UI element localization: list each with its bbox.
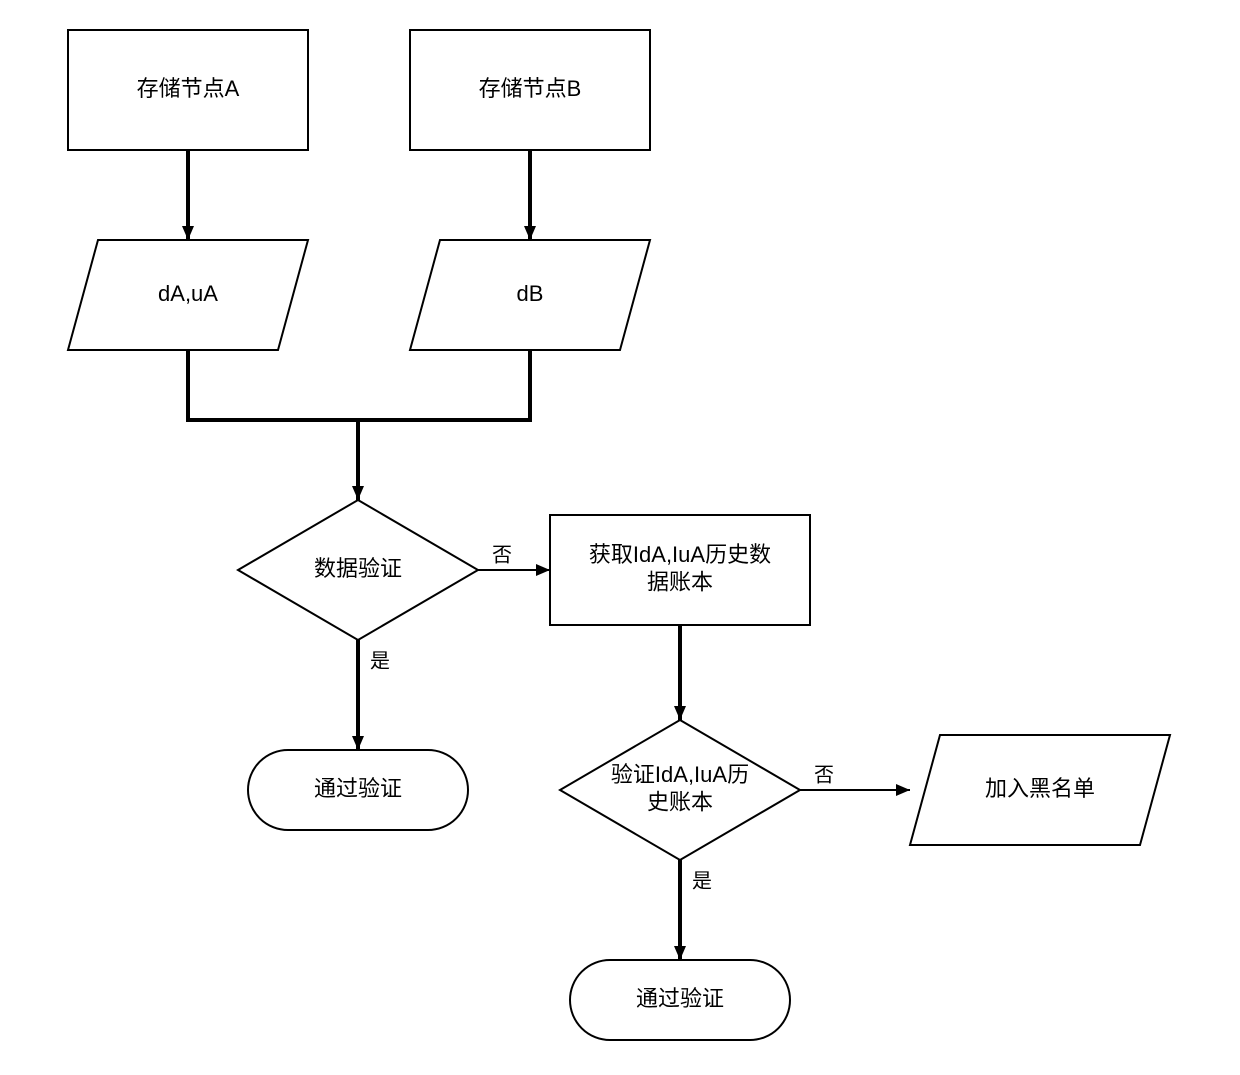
svg-text:否: 否 — [814, 764, 834, 786]
svg-text:是: 是 — [692, 870, 712, 892]
svg-text:验证IdA,IuA历: 验证IdA,IuA历 — [611, 762, 749, 787]
svg-text:数据验证: 数据验证 — [314, 556, 402, 581]
svg-text:通过验证: 通过验证 — [636, 986, 724, 1011]
svg-text:据账本: 据账本 — [647, 570, 713, 595]
svg-text:是: 是 — [370, 650, 390, 672]
svg-text:否: 否 — [492, 544, 512, 566]
svg-text:史账本: 史账本 — [647, 790, 713, 815]
svg-text:存储节点B: 存储节点B — [479, 76, 582, 101]
svg-text:dB: dB — [517, 281, 544, 306]
svg-text:加入黑名单: 加入黑名单 — [985, 776, 1095, 801]
svg-text:通过验证: 通过验证 — [314, 776, 402, 801]
svg-text:存储节点A: 存储节点A — [137, 76, 240, 101]
svg-text:dA,uA: dA,uA — [158, 281, 218, 306]
svg-text:获取IdA,IuA历史数: 获取IdA,IuA历史数 — [589, 542, 771, 567]
flowchart-canvas: 存储节点A 存储节点B dA,uA dB 数据验证 获取IdA,IuA历史数据账本通过验证… — [0, 0, 1240, 1075]
